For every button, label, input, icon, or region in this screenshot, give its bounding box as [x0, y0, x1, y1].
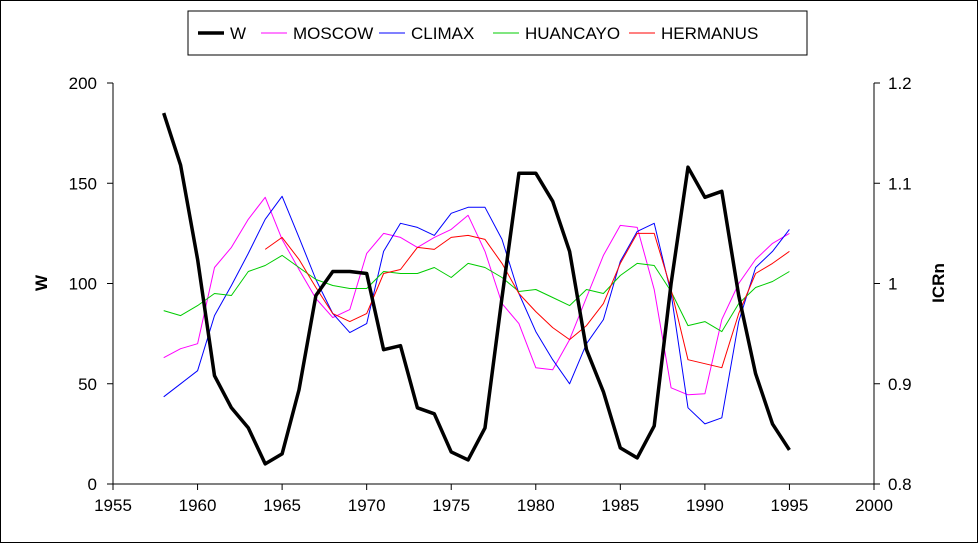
x-tick-label: 1955 — [94, 496, 132, 515]
y2-tick-label: 1.1 — [888, 174, 912, 193]
legend-label-huancayo: HUANCAYO — [525, 24, 620, 43]
y2-tick-label: 0.8 — [888, 475, 912, 494]
series-line-climax — [163, 195, 790, 425]
y-tick-label: 100 — [69, 275, 97, 294]
y2-tick-label: 1.2 — [888, 74, 912, 93]
x-tick-label: 1960 — [179, 496, 217, 515]
y2-tick-label: 1 — [888, 275, 897, 294]
x-tick-label: 1970 — [348, 496, 386, 515]
series-line-huancayo — [163, 254, 790, 333]
y-tick-label: 50 — [78, 375, 97, 394]
x-tick-label: 1995 — [771, 496, 809, 515]
x-tick-label: 1990 — [686, 496, 724, 515]
series-line-w — [162, 112, 791, 466]
axes: 1955 1960 1965 1970 1975 1980 1985 1990 1995 2000… — [69, 74, 912, 515]
legend-label-moscow: MOSCOW — [293, 24, 373, 43]
y2-axis-title: ICRn — [929, 263, 948, 303]
legend-label-w: W — [230, 24, 246, 43]
legend: W MOSCOW CLIMAX HUANCAYO HERMANUS — [187, 10, 808, 56]
y-axis-title: W — [32, 274, 51, 291]
y-tick-label: 150 — [69, 174, 97, 193]
y-tick-label: 0 — [88, 475, 97, 494]
y2-tick-label: 0.9 — [888, 375, 912, 394]
x-tick-label: 2000 — [855, 496, 893, 515]
x-tick-label: 1985 — [601, 496, 639, 515]
x-tick-label: 1980 — [517, 496, 555, 515]
y-tick-label: 200 — [69, 74, 97, 93]
series-line-hermanus — [264, 232, 790, 369]
series-lines — [162, 112, 791, 466]
series-line-moscow — [163, 196, 790, 396]
x-tick-label: 1975 — [432, 496, 470, 515]
legend-label-hermanus: HERMANUS — [661, 24, 758, 43]
legend-label-climax: CLIMAX — [411, 24, 474, 43]
x-tick-label: 1965 — [263, 496, 301, 515]
